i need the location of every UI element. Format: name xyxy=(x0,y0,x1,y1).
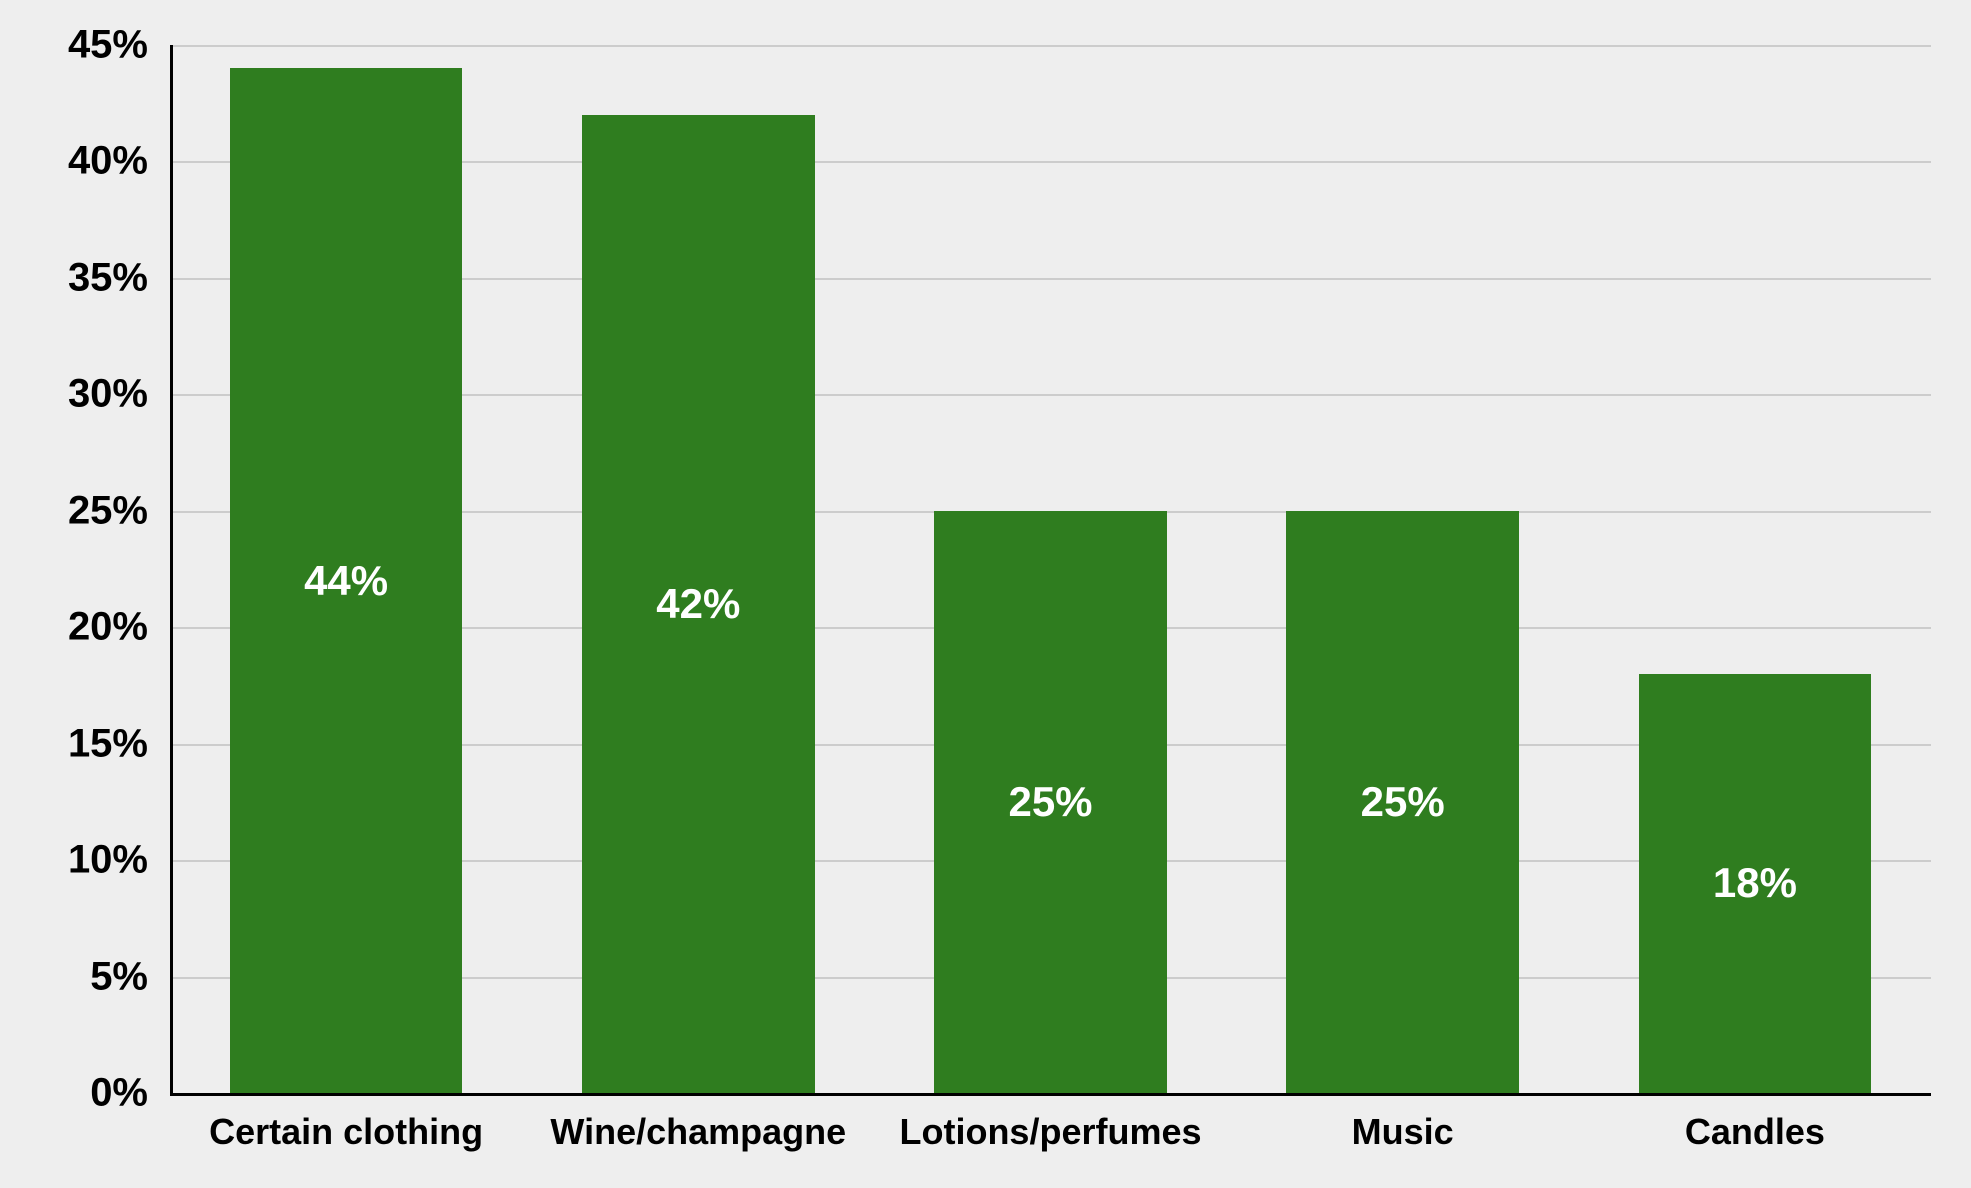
bar-value-label: 42% xyxy=(582,580,814,628)
bar-chart: 44% 42% 25% 25% 18% 0% 5% 10% 15% 20% 25% 30% 35% 40… xyxy=(0,0,1971,1188)
y-tick-label: 0% xyxy=(90,1071,170,1116)
x-tick-label: Certain clothing xyxy=(209,1093,483,1153)
bar-slot: 25% xyxy=(874,45,1226,1093)
y-tick-label: 10% xyxy=(68,838,170,883)
bar-slot: 42% xyxy=(522,45,874,1093)
x-tick-label: Wine/champagne xyxy=(550,1093,846,1153)
y-tick-label: 45% xyxy=(68,23,170,68)
y-tick-label: 35% xyxy=(68,255,170,300)
bar-value-label: 25% xyxy=(934,778,1166,826)
bar-value-label: 44% xyxy=(230,557,462,605)
bar-slot: 25% xyxy=(1227,45,1579,1093)
x-tick-label: Lotions/perfumes xyxy=(899,1093,1201,1153)
y-tick-label: 30% xyxy=(68,372,170,417)
bar: 18% xyxy=(1639,674,1871,1093)
bars-container: 44% 42% 25% 25% 18% xyxy=(170,45,1931,1093)
y-tick-label: 15% xyxy=(68,721,170,766)
y-tick-label: 25% xyxy=(68,488,170,533)
x-tick-label: Candles xyxy=(1685,1093,1825,1153)
y-tick-label: 5% xyxy=(90,954,170,999)
bar: 25% xyxy=(934,511,1166,1093)
y-tick-label: 20% xyxy=(68,605,170,650)
x-tick-label: Music xyxy=(1352,1093,1454,1153)
bar: 44% xyxy=(230,68,462,1093)
bar-slot: 18% xyxy=(1579,45,1931,1093)
y-axis-line xyxy=(170,45,173,1093)
bar-slot: 44% xyxy=(170,45,522,1093)
plot-area: 44%42%25%25%18% 0%5%10%15%20%25%30%35%40… xyxy=(170,45,1931,1093)
bar-value-label: 25% xyxy=(1286,778,1518,826)
bar: 25% xyxy=(1286,511,1518,1093)
y-tick-label: 40% xyxy=(68,139,170,184)
bar: 42% xyxy=(582,115,814,1093)
bar-value-label: 18% xyxy=(1639,859,1871,907)
